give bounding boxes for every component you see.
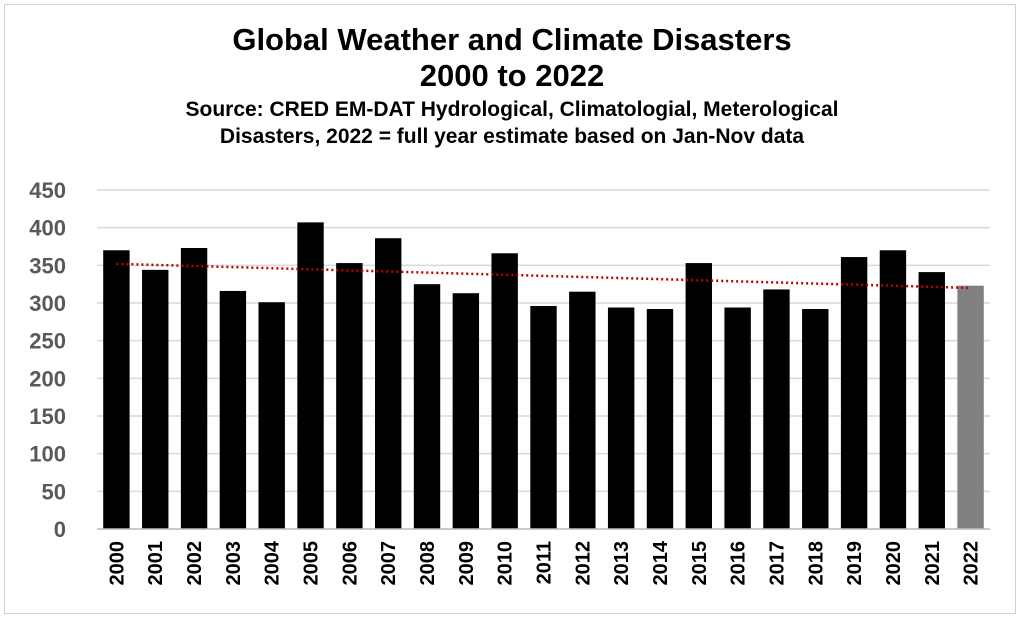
x-tick-label: 2000: [106, 541, 128, 586]
x-tick-label: 2008: [417, 541, 439, 586]
x-tick-label: 2010: [495, 541, 517, 586]
y-tick-label: 250: [29, 329, 66, 354]
x-tick-label: 2018: [805, 541, 827, 586]
y-tick-label: 350: [29, 253, 66, 278]
x-tick-label: 2005: [301, 541, 323, 586]
y-tick-label: 50: [42, 479, 66, 504]
bar-2012: [569, 291, 596, 529]
bar-2005: [297, 222, 324, 530]
x-tick-label: 2006: [339, 541, 361, 586]
x-tick-label: 2020: [883, 541, 905, 586]
chart-title: Global Weather and Climate Disasters 200…: [0, 22, 1024, 94]
bar-2007: [374, 238, 402, 530]
bar-2018: [802, 309, 829, 529]
y-tick-label: 150: [29, 404, 66, 429]
y-tick-label: 200: [29, 366, 66, 391]
x-tick-label: 2012: [572, 541, 594, 586]
x-tick-label: 2014: [650, 540, 672, 585]
bar-2014: [646, 309, 674, 529]
bar-2016: [724, 307, 751, 529]
bar-2011: [530, 306, 557, 529]
chart-subtitle-line-2: Disasters, 2022 = full year estimate bas…: [219, 125, 805, 148]
x-tick-label: 2017: [766, 541, 788, 586]
bar-2022: [957, 285, 984, 529]
x-tick-label: 2003: [223, 541, 245, 586]
x-tick-label: 2015: [689, 541, 711, 586]
x-tick-label: 2011: [534, 541, 556, 584]
x-tick-label: 2016: [728, 541, 750, 586]
x-tick-label: 2022: [961, 541, 983, 586]
x-tick-label: 2007: [378, 541, 400, 586]
x-tick-label: 2002: [184, 541, 206, 586]
bar-2006: [336, 263, 363, 529]
chart-header: Global Weather and Climate Disasters 200…: [0, 22, 1024, 150]
bar-2008: [413, 284, 441, 529]
chart-subtitle-line-1: Source: CRED EM-DAT Hydrological, Climat…: [185, 98, 839, 121]
bar-2009: [452, 293, 480, 529]
bar-2001: [142, 269, 169, 529]
y-tick-label: 300: [29, 291, 66, 316]
bar-2019: [840, 257, 868, 529]
y-axis: 0 50 100 150 200 250 300 350 400 450: [29, 178, 66, 542]
bars: [103, 222, 984, 530]
bar-2020: [879, 250, 907, 529]
x-tick-label: 2004: [262, 540, 284, 585]
chart-title-line-1: Global Weather and Climate Disasters: [232, 22, 792, 57]
chart-title-line-2: 2000 to 2022: [419, 58, 605, 93]
x-tick-label: 2021: [922, 541, 944, 586]
bar-2003: [219, 290, 247, 529]
bar-2004: [258, 302, 285, 529]
x-tick-label: 2019: [844, 541, 866, 586]
x-axis: 2000 2001 2002 2003 2004 2005 2006 2007 2008 2009…: [97, 528, 990, 586]
chart-subtitle: Source: CRED EM-DAT Hydrological, Climat…: [0, 96, 1024, 150]
y-tick-label: 100: [29, 442, 66, 467]
y-tick-label: 0: [54, 517, 66, 542]
bar-2021: [918, 272, 945, 529]
bar-2015: [685, 263, 713, 529]
x-tick-label: 2001: [145, 541, 167, 586]
y-tick-label: 450: [29, 178, 66, 203]
y-tick-label: 400: [29, 216, 66, 241]
bar-2013: [607, 307, 635, 529]
bar-2010: [491, 253, 518, 529]
bar-2017: [763, 289, 790, 529]
x-tick-label: 2013: [611, 541, 633, 586]
bar-2000: [103, 250, 130, 529]
x-tick-label: 2009: [456, 541, 478, 586]
bar-2002: [180, 248, 208, 530]
